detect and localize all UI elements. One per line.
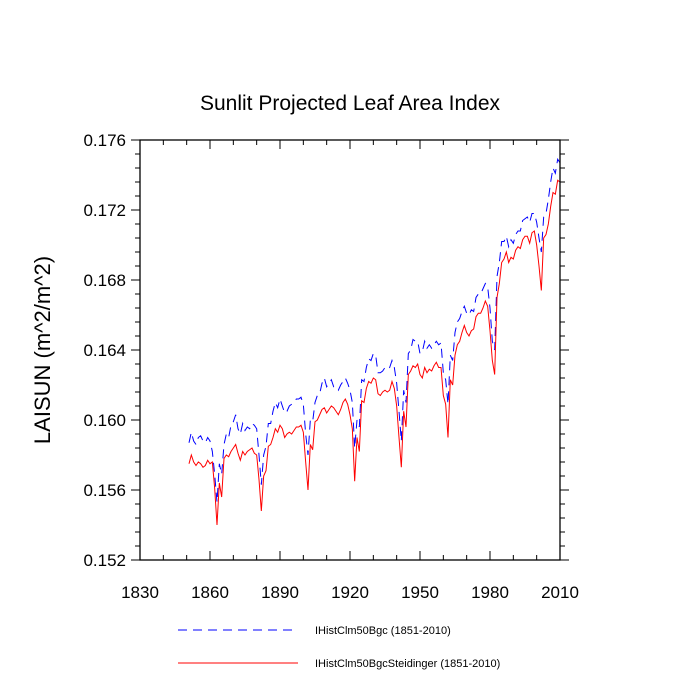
ticks-layer: 1830 1860 1890 1920 1950 1980 2010 0.152 0.156 0.… [83,131,578,602]
x-tick-label: 1890 [261,583,299,602]
y-tick-label: 0.152 [83,551,126,570]
y-tick-label: 0.164 [83,341,126,360]
y-tick-label: 0.172 [83,201,126,220]
y-tick-label: 0.156 [83,481,126,500]
plot-frame [139,139,561,561]
y-tick-label: 0.160 [83,411,126,430]
x-tick-label: 1980 [471,583,509,602]
series-line-2 [188,179,561,526]
x-tick-label: 1830 [121,583,159,602]
legend-label-2: IHistClm50BgcSteidinger (1851-2010) [315,658,500,670]
legend-label-1: IHistClm50Bgc (1851-2010) [315,625,451,637]
x-tick-label: 1860 [191,583,229,602]
series-layer [188,157,561,526]
y-axis-label: LAISUN (m^2/m^2) [30,256,55,444]
x-tick-label: 2010 [541,583,579,602]
legend: IHistClm50Bgc (1851-2010) IHistClm50BgcSt… [178,625,500,670]
chart-title: Sunlit Projected Leaf Area Index [200,92,501,115]
y-tick-label: 0.176 [83,131,126,150]
series-line-1 [188,157,561,503]
y-tick-label: 0.168 [83,271,126,290]
x-tick-label: 1920 [331,583,369,602]
x-tick-label: 1950 [401,583,439,602]
